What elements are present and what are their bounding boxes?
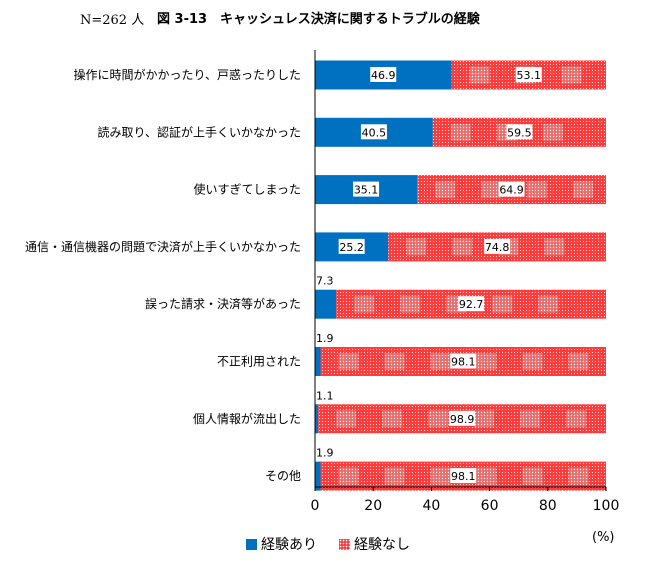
legend: 経験あり 経験なし bbox=[246, 534, 410, 554]
category-label: 読み取り、認証が上手くいかなかった bbox=[97, 124, 301, 139]
value-label-no: 92.7 bbox=[459, 298, 484, 311]
legend-item-no: 経験なし bbox=[339, 534, 410, 554]
category-label: 操作に時間がかかったり、戸惑ったりした bbox=[73, 67, 301, 82]
value-label-no: 98.9 bbox=[450, 413, 475, 426]
bars-layer: 操作に時間がかかったり、戸惑ったりした 46.9 53.1 読み取り、認証が上手くいか… bbox=[25, 60, 606, 491]
value-label-box-yes bbox=[353, 181, 380, 197]
legend-swatch-no bbox=[339, 538, 350, 550]
category-label: 通信・通信機器の問題で決済が上手くいかなかった bbox=[25, 239, 301, 254]
bar-texture-block bbox=[527, 181, 548, 199]
bar-texture-block bbox=[566, 410, 587, 428]
legend-label-no: 経験なし bbox=[354, 537, 410, 553]
sample-size-label: N=262 人 bbox=[80, 13, 145, 28]
bar-texture-block bbox=[544, 238, 565, 256]
x-tick-label: 0 bbox=[311, 498, 320, 514]
bar-texture-block bbox=[435, 181, 456, 199]
legend-item-yes: 経験あり bbox=[246, 534, 317, 554]
value-label-box-no bbox=[506, 124, 533, 140]
bar-texture-block bbox=[406, 238, 427, 256]
bar-texture-block bbox=[400, 295, 421, 313]
x-axis: 0 20 40 60 80 100 bbox=[311, 50, 620, 514]
value-label-no: 64.9 bbox=[499, 184, 524, 197]
bar-texture-block bbox=[476, 353, 497, 370]
bar-texture-block bbox=[522, 353, 543, 370]
value-label-box-no bbox=[484, 238, 511, 254]
value-label-box-yes bbox=[338, 238, 365, 254]
x-tick-label: 100 bbox=[593, 498, 620, 514]
bar-texture-block bbox=[428, 410, 449, 428]
bar-texture-block bbox=[384, 467, 405, 485]
bar-texture-block bbox=[430, 467, 451, 485]
x-tick-label: 20 bbox=[364, 498, 382, 514]
value-label-no: 74.8 bbox=[485, 241, 510, 254]
value-label-no: 53.1 bbox=[516, 69, 541, 82]
bar-texture-block bbox=[338, 353, 359, 370]
value-label-no: 98.1 bbox=[451, 356, 476, 369]
bar-texture-block bbox=[450, 123, 471, 141]
bar-texture-block bbox=[476, 467, 497, 485]
value-label-yes: 7.3 bbox=[316, 275, 334, 288]
category-label: 誤った請求・決済等があった bbox=[145, 296, 301, 311]
legend-swatch-yes bbox=[246, 538, 257, 550]
value-label-box-no bbox=[450, 468, 477, 484]
bar-texture-block bbox=[520, 410, 541, 428]
x-tick-label: 80 bbox=[539, 498, 557, 514]
category-label: 使いすぎてしまった bbox=[193, 182, 301, 197]
value-label-yes: 35.1 bbox=[354, 184, 379, 197]
value-label-yes: 40.5 bbox=[362, 126, 387, 139]
value-label-box-yes bbox=[370, 67, 397, 82]
bar-texture-block bbox=[481, 181, 502, 199]
bar-texture-block bbox=[492, 295, 513, 313]
category-label: 不正利用された bbox=[217, 355, 301, 369]
value-label-box-no bbox=[515, 67, 542, 82]
bar-texture-block bbox=[354, 295, 375, 313]
chart-title: 図 3-13 キャッシュレス決済に関するトラブルの経験 bbox=[157, 12, 480, 27]
bar-texture-block bbox=[538, 295, 559, 313]
bar-texture-block bbox=[469, 66, 490, 84]
bar-segment-yes bbox=[315, 289, 337, 319]
value-label-yes: 1.9 bbox=[316, 447, 334, 460]
bar-texture-block bbox=[384, 353, 405, 370]
category-label: 個人情報が流出した bbox=[193, 411, 301, 426]
value-label-no: 98.1 bbox=[451, 470, 476, 483]
bar-texture-block bbox=[568, 353, 589, 370]
bar-texture-block bbox=[474, 410, 495, 428]
value-label-box-no bbox=[458, 296, 485, 312]
value-label-yes: 46.9 bbox=[371, 69, 396, 82]
value-label-no: 59.5 bbox=[507, 126, 532, 139]
bar-segment-yes bbox=[315, 461, 321, 491]
bar-segment-yes bbox=[315, 347, 321, 376]
bar-texture-block bbox=[382, 410, 403, 428]
x-tick-label: 60 bbox=[481, 498, 499, 514]
value-label-box-yes bbox=[360, 124, 387, 140]
value-label-box-no bbox=[498, 181, 525, 197]
value-label-yes: 1.9 bbox=[316, 332, 334, 345]
bar-texture-block bbox=[338, 467, 359, 485]
legend-label-yes: 経験あり bbox=[261, 537, 317, 553]
bar-texture-block bbox=[561, 66, 582, 84]
value-label-yes: 25.2 bbox=[339, 241, 364, 254]
bar-texture-block bbox=[542, 123, 563, 141]
value-label-box-no bbox=[450, 353, 477, 369]
bar-texture-block bbox=[452, 238, 473, 256]
bar-texture-block bbox=[430, 353, 451, 370]
bar-texture-block bbox=[522, 467, 543, 485]
bar-texture-block bbox=[336, 410, 357, 428]
bar-texture-block bbox=[573, 181, 594, 199]
value-label-yes: 1.1 bbox=[316, 389, 334, 402]
bar-segment-yes bbox=[315, 404, 319, 434]
category-label: その他 bbox=[265, 469, 301, 483]
bar-texture-block bbox=[568, 467, 589, 485]
value-label-box-no bbox=[449, 410, 476, 426]
x-tick-label: 40 bbox=[422, 498, 440, 514]
unit-label: (%) bbox=[592, 530, 615, 545]
